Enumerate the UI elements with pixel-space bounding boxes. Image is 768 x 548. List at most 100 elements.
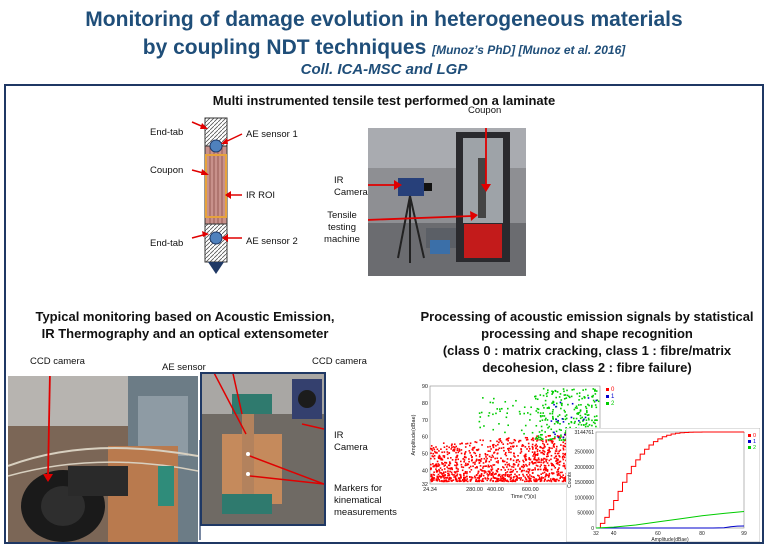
scatter-point-class-2 [498,423,500,425]
scatter-point-class-0 [432,465,435,468]
scatter-point-class-0 [462,466,465,469]
scatter-point-class-2 [506,412,508,414]
scatter-point-class-1 [557,436,560,438]
scatter-point-class-0 [483,457,486,460]
ae-sensor-2-icon [209,231,223,245]
scatter-point-class-2 [580,424,583,426]
scatter-point-class-0 [514,456,516,458]
line-y-tick-label: 1000000 [575,495,595,501]
scatter-point-class-0 [523,465,526,468]
scatter-point-class-0 [510,480,512,482]
scatter-point-class-2 [592,394,594,397]
scatter-point-class-2 [556,421,559,423]
scatter-point-class-2 [548,425,551,428]
scatter-point-class-0 [535,447,537,450]
scatter-point-class-2 [545,393,548,395]
scatter-point-class-0 [502,460,505,463]
scatter-point-class-0 [533,458,536,460]
scatter-point-class-2 [575,417,578,420]
scatter-point-class-0 [503,480,505,483]
scatter-point-class-0 [484,477,487,480]
scatter-point-class-0 [460,463,463,466]
scatter-point-class-0 [537,468,539,471]
scatter-point-class-0 [459,479,461,481]
scatter-point-class-2 [585,422,588,425]
scatter-point-class-0 [500,457,502,460]
scatter-point-class-2 [551,393,553,395]
scatter-point-class-0 [498,478,500,480]
scatter-point-class-0 [479,468,482,471]
scatter-point-class-0 [522,459,524,462]
scatter-point-class-0 [500,441,503,444]
scatter-point-class-2 [537,411,539,414]
scatter-point-class-0 [463,459,466,461]
scatter-point-class-0 [546,462,549,464]
scatter-point-class-0 [463,472,465,475]
scatter-point-class-2 [544,403,547,406]
scatter-legend-swatch [606,402,609,405]
scatter-point-class-2 [573,408,576,411]
scatter-point-class-0 [513,455,515,457]
scatter-point-class-0 [456,480,459,483]
scatter-point-class-2 [505,416,508,419]
scatter-point-class-2 [561,404,563,407]
scatter-point-class-0 [457,458,459,461]
scatter-point-class-1 [578,419,580,422]
scatter-point-class-0 [442,463,445,465]
scatter-point-class-0 [508,463,510,465]
scatter-point-class-0 [433,479,435,481]
scatter-point-class-0 [554,437,556,440]
scatter-point-class-0 [513,438,516,441]
scatter-point-class-0 [535,459,538,462]
scatter-point-class-0 [495,477,497,480]
scatter-point-class-0 [537,474,539,477]
scatter-point-class-2 [542,387,545,390]
scatter-point-class-2 [549,412,551,415]
scatter-point-class-0 [432,477,435,480]
scatter-point-class-0 [459,460,462,463]
scatter-point-class-2 [550,438,553,441]
scatter-point-class-0 [458,480,461,483]
scatter-point-class-0 [474,476,476,479]
scatter-point-class-0 [456,463,459,466]
scatter-point-class-0 [470,476,473,478]
scatter-point-class-0 [474,441,477,443]
scatter-point-class-2 [566,394,569,397]
scatter-point-class-0 [497,474,500,477]
scatter-point-class-0 [444,479,446,482]
scatter-point-class-0 [432,455,435,458]
scatter-point-class-0 [552,440,554,443]
scatter-point-class-2 [594,404,597,406]
scatter-point-class-2 [597,400,600,403]
scatter-point-class-0 [496,452,499,455]
scatter-point-class-0 [563,462,565,465]
scatter-point-class-0 [439,456,441,458]
scatter-point-class-2 [587,403,589,406]
scatter-point-class-0 [459,443,461,445]
scatter-point-class-0 [484,461,487,463]
scatter-point-class-0 [475,454,478,457]
scatter-point-class-0 [430,452,432,455]
scatter-point-class-1 [584,416,587,419]
scatter-y-axis-label: Amplitude(dBae) [411,414,417,455]
scatter-point-class-2 [519,413,521,415]
scatter-point-class-2 [581,397,583,400]
scatter-point-class-0 [487,450,490,452]
scatter-point-class-0 [437,456,440,458]
scatter-point-class-0 [510,477,512,480]
scatter-point-class-0 [547,449,549,452]
scatter-point-class-0 [524,456,526,458]
scatter-point-class-0 [533,479,535,481]
scatter-point-class-0 [443,446,446,449]
scatter-point-class-0 [439,475,442,478]
scatter-point-class-0 [492,476,495,479]
scatter-point-class-0 [564,467,567,470]
scatter-point-class-0 [564,452,567,455]
label-coupon: Coupon [150,165,184,176]
scatter-point-class-0 [505,472,507,474]
scatter-point-class-0 [509,442,511,444]
scatter-point-class-0 [525,458,527,461]
scatter-point-class-0 [508,474,511,476]
scatter-point-class-2 [541,429,543,432]
scatter-point-class-0 [466,480,469,483]
